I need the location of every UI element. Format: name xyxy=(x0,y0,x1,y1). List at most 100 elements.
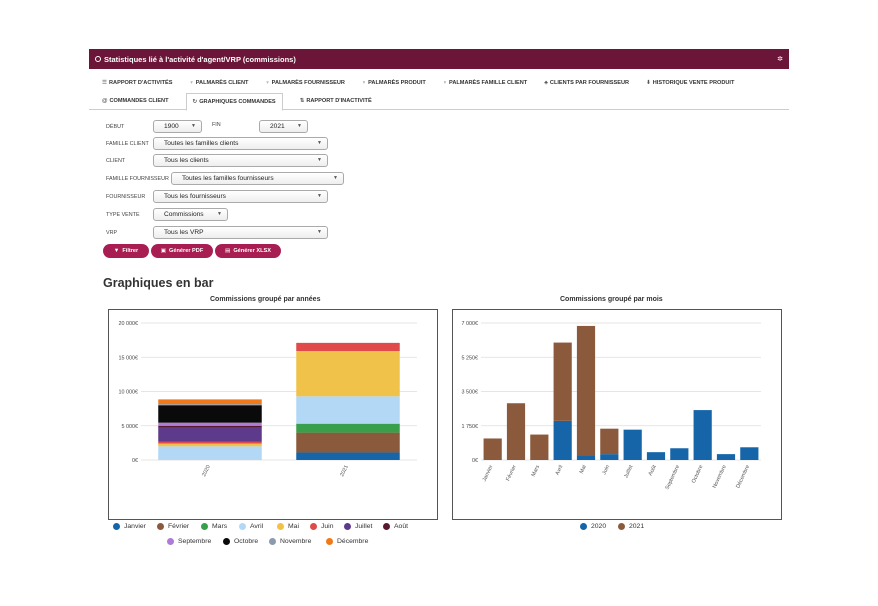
tab-rapport-d-inactivit[interactable]: ⇅ RAPPORT D'INACTIVITÉ xyxy=(300,98,372,104)
bar-segment[interactable] xyxy=(530,434,549,460)
generer-pdf-button[interactable]: ▣ Générer PDF xyxy=(151,244,213,258)
bar-segment[interactable] xyxy=(158,404,262,406)
tab-rapport-d-activit-s[interactable]: ☰ RAPPORT D'ACTIVITÉS xyxy=(102,80,173,86)
legend-swatch xyxy=(326,538,333,545)
bar-segment[interactable] xyxy=(296,396,400,424)
legend-swatch xyxy=(310,523,317,530)
x-tick-label: Mai xyxy=(579,464,588,474)
tab-palmar-s-client[interactable]: ♆ PALMARÈS CLIENT xyxy=(190,80,249,86)
bar-segment[interactable] xyxy=(158,422,262,426)
legend-label: Novembre xyxy=(280,538,312,545)
bar-segment[interactable] xyxy=(576,325,596,456)
legend-item[interactable]: Mars xyxy=(201,523,227,530)
bar-segment[interactable] xyxy=(296,452,400,460)
legend-label: Juillet xyxy=(355,523,373,530)
trophy-icon: ♆ xyxy=(442,80,448,86)
gear-icon[interactable]: ✲ xyxy=(777,56,783,63)
tab-label: CLIENTS PAR FOURNISSEUR xyxy=(549,80,630,86)
bar-segment[interactable] xyxy=(553,342,572,421)
famille-fournisseur-select[interactable]: Toutes les familles fournisseurs ▼ xyxy=(171,172,344,185)
bar-segment[interactable] xyxy=(158,399,262,405)
tab-clients-par-fournisseur[interactable]: ♣ CLIENTS PAR FOURNISSEUR xyxy=(544,80,629,86)
x-tick-label: Septembre xyxy=(665,464,682,490)
legend-swatch xyxy=(269,538,276,545)
tab-palmar-s-produit[interactable]: ♆ PALMARÈS PRODUIT xyxy=(362,80,426,86)
tab-commandes-client[interactable]: @ COMMANDES CLIENT xyxy=(102,98,169,104)
bar-segment[interactable] xyxy=(158,427,262,442)
filter-icon: ▼ xyxy=(113,248,120,254)
bar-segment[interactable] xyxy=(716,454,736,460)
bar-segment[interactable] xyxy=(623,429,642,460)
y-tick-label: 5 250€ xyxy=(462,355,479,361)
legend-item[interactable]: Février xyxy=(157,523,189,530)
chart-years-svg: 0€ 5 000€ 10 000€ 15 000€ 20 000€ 2020 2021 xyxy=(119,321,417,478)
x-tick-label: 2020 xyxy=(201,464,212,477)
y-tick-label: 20 000€ xyxy=(119,321,139,327)
bar-segment[interactable] xyxy=(158,405,262,423)
bar-segment[interactable] xyxy=(158,443,262,447)
bar-segment[interactable] xyxy=(158,446,262,460)
legend-item[interactable]: Décembre xyxy=(326,538,368,545)
tab-label: PALMARÈS PRODUIT xyxy=(368,80,426,86)
bar-segment[interactable] xyxy=(296,342,400,352)
bar-segment[interactable] xyxy=(296,351,400,397)
bar-segment[interactable] xyxy=(483,438,502,460)
sitemap-icon: ♣ xyxy=(544,80,548,86)
bar-segment[interactable] xyxy=(693,410,712,460)
tab-palmar-s-fournisseur[interactable]: ♆ PALMARÈS FOURNISSEUR xyxy=(265,80,344,86)
y-tick-label: 5 000€ xyxy=(122,424,139,430)
legend-item[interactable]: 2021 xyxy=(618,523,644,530)
bar-segment[interactable] xyxy=(158,441,262,444)
bar-segment[interactable] xyxy=(600,428,619,455)
legend-item[interactable]: Juin xyxy=(310,523,333,530)
fin-label: FIN xyxy=(212,122,221,128)
fournisseur-select[interactable]: Tous les fournisseurs ▼ xyxy=(153,190,328,203)
bar-segment[interactable] xyxy=(740,447,759,460)
trophy-icon: ♆ xyxy=(189,80,194,86)
bar-segment[interactable] xyxy=(576,455,596,460)
legend-item[interactable]: Novembre xyxy=(269,538,311,545)
bar-segment[interactable] xyxy=(646,452,666,460)
bar-segment[interactable] xyxy=(158,425,262,428)
bar-segment[interactable] xyxy=(553,420,572,460)
type-vente-select[interactable]: Commissions ▼ xyxy=(153,208,228,221)
x-tick-label: Octobre xyxy=(691,464,705,484)
legend-swatch xyxy=(201,523,208,530)
bar-segment[interactable] xyxy=(506,403,526,460)
bar-segment[interactable] xyxy=(670,448,689,460)
arrow-down-icon: ⬇ xyxy=(646,80,651,86)
filtrer-button[interactable]: ▼ Filtrer xyxy=(103,244,149,258)
debut-select[interactable]: 1900 ▼ xyxy=(153,120,202,133)
bar-segment[interactable] xyxy=(296,432,400,453)
globe-icon xyxy=(95,56,101,62)
legend-item[interactable]: 2020 xyxy=(580,523,606,530)
legend-item[interactable]: Juillet xyxy=(344,523,372,530)
legend-swatch xyxy=(167,538,174,545)
tab-historique-vente-produit[interactable]: ⬇ HISTORIQUE VENTE PRODUIT xyxy=(646,80,734,86)
legend-item[interactable]: Mai xyxy=(277,523,299,530)
y-tick-label: 15 000€ xyxy=(119,355,139,361)
legend-item[interactable]: Septembre xyxy=(167,538,211,545)
vrp-select[interactable]: Tous les VRP ▼ xyxy=(153,226,328,239)
legend-label: Octobre xyxy=(234,538,259,545)
x-tick-label: Juin xyxy=(602,464,612,476)
tab-palmar-s-famille-client[interactable]: ♆ PALMARÈS FAMILLE CLIENT xyxy=(443,80,527,86)
x-tick-label: Décembre xyxy=(735,464,751,489)
legend-item[interactable]: Octobre xyxy=(223,538,258,545)
bar-segment[interactable] xyxy=(600,454,619,460)
fin-select[interactable]: 2021 ▼ xyxy=(259,120,308,133)
bar-segment[interactable] xyxy=(296,423,400,433)
tab-label: COMMANDES CLIENT xyxy=(109,98,169,104)
chart-months-svg: 0€ 1 750€ 3 500€ 5 250€ 7 000€ Janvier Février… xyxy=(462,321,761,491)
legend-item[interactable]: Avril xyxy=(239,523,263,530)
generer-xlsx-button[interactable]: ▤ Générer XLSX xyxy=(215,244,281,258)
legend-item[interactable]: Janvier xyxy=(113,523,146,530)
famille-client-select[interactable]: Toutes les familles clients ▼ xyxy=(153,137,328,150)
client-select[interactable]: Tous les clients ▼ xyxy=(153,154,328,167)
legend-item[interactable]: Août xyxy=(383,523,408,530)
tab-label: PALMARÈS FOURNISSEUR xyxy=(271,80,345,86)
y-tick-label: 1 750€ xyxy=(462,424,479,430)
legend-label: 2020 xyxy=(591,523,607,530)
legend-swatch xyxy=(277,523,284,530)
tab-graphiques-commandes[interactable]: ↻ GRAPHIQUES COMMANDES xyxy=(185,92,283,111)
